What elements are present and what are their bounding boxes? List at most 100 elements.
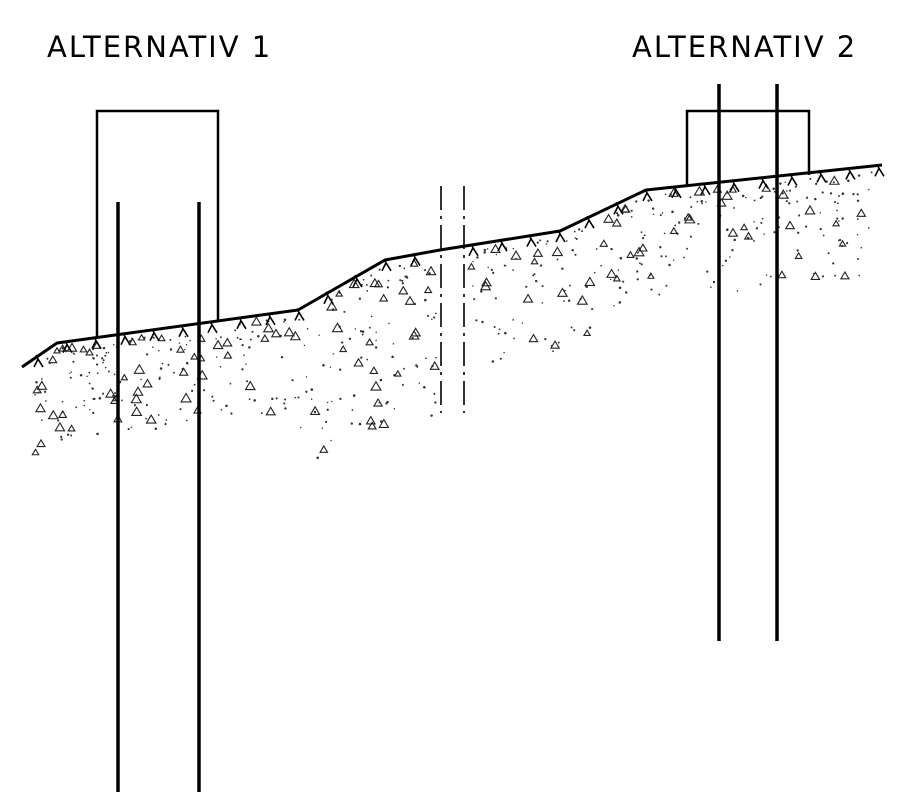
soil-stone-mark bbox=[633, 246, 645, 257]
soil-dot-mark bbox=[69, 372, 71, 375]
soil-stone-mark bbox=[36, 380, 48, 390]
soil-dot-mark bbox=[664, 193, 667, 196]
soil-stone-mark bbox=[157, 334, 166, 342]
soil-dot-mark bbox=[661, 212, 664, 214]
soil-dot-mark bbox=[332, 353, 335, 355]
soil-stone-mark bbox=[479, 280, 492, 291]
soil-dot-mark bbox=[215, 337, 217, 340]
soil-dot-mark bbox=[495, 253, 498, 256]
soil-dot-mark bbox=[181, 368, 184, 370]
soil-dot-mark bbox=[401, 282, 404, 285]
soil-dot-mark bbox=[411, 336, 414, 340]
soil-dot-mark bbox=[225, 404, 228, 408]
soil-stone-mark bbox=[369, 277, 381, 288]
soil-dot-mark bbox=[102, 346, 106, 350]
soil-dot-mark bbox=[428, 272, 431, 275]
soil-dot-mark bbox=[617, 269, 620, 271]
soil-stone-mark bbox=[180, 392, 192, 403]
soil-dot-mark bbox=[512, 247, 515, 250]
soil-dot-mark bbox=[431, 318, 433, 320]
soil-dot-mark bbox=[184, 335, 187, 338]
soil-stone-mark bbox=[335, 289, 344, 297]
soil-dot-mark bbox=[674, 224, 677, 227]
soil-stone-mark bbox=[727, 227, 739, 237]
soil-dot-mark bbox=[630, 216, 633, 218]
soil-dot-mark bbox=[352, 394, 356, 397]
soil-dot-mark bbox=[741, 194, 745, 198]
soil-dot-mark bbox=[72, 360, 75, 363]
soil-dot-mark bbox=[574, 253, 577, 256]
soil-dot-mark bbox=[392, 343, 395, 345]
soil-dot-mark bbox=[358, 422, 362, 426]
soil-dot-mark bbox=[658, 293, 661, 296]
soil-dot-mark bbox=[491, 360, 495, 363]
soil-dot-mark bbox=[434, 401, 437, 404]
soil-dot-mark bbox=[215, 356, 218, 358]
soil-dot-mark bbox=[303, 344, 306, 347]
soil-dot-mark bbox=[779, 182, 782, 185]
soil-dot-mark bbox=[504, 264, 507, 267]
soil-dot-mark bbox=[705, 201, 707, 203]
soil-dot-mark bbox=[114, 392, 117, 394]
soil-dot-mark bbox=[359, 330, 363, 333]
soil-dot-mark bbox=[306, 327, 309, 330]
soil-dot-mark bbox=[837, 239, 840, 242]
soil-dot-mark bbox=[806, 196, 809, 199]
soil-stone-mark bbox=[619, 203, 631, 213]
soil-dot-mark bbox=[279, 334, 282, 338]
soil-dot-mark bbox=[305, 390, 308, 393]
soil-stone-mark bbox=[132, 386, 144, 396]
soil-dot-mark bbox=[178, 342, 181, 344]
soil-dot-mark bbox=[375, 339, 377, 342]
soil-stone-mark bbox=[611, 218, 622, 227]
soil-dot-mark bbox=[659, 214, 662, 217]
soil-dot-mark bbox=[193, 383, 196, 386]
soil-dot-mark bbox=[545, 243, 548, 245]
soil-dot-mark bbox=[98, 397, 102, 400]
soil-stone-mark bbox=[365, 415, 377, 425]
soil-dot-mark bbox=[326, 401, 329, 404]
soil-dot-mark bbox=[378, 268, 381, 271]
soil-stone-mark bbox=[85, 347, 94, 356]
soil-dot-mark bbox=[652, 213, 655, 216]
soil-dot-mark bbox=[325, 420, 328, 423]
soil-dot-mark bbox=[476, 256, 479, 259]
soil-stone-mark bbox=[34, 402, 46, 413]
soil-dot-mark bbox=[745, 196, 747, 199]
soil-stone-mark bbox=[549, 340, 561, 349]
soil-dot-mark bbox=[473, 298, 476, 301]
soil-dot-mark bbox=[821, 275, 825, 278]
soil-stone-mark bbox=[856, 208, 867, 217]
soil-dot-mark bbox=[836, 209, 838, 212]
soil-dot-mark bbox=[370, 315, 373, 318]
soil-dot-mark bbox=[759, 283, 762, 286]
soil-stone-mark bbox=[832, 219, 841, 227]
soil-dot-mark bbox=[819, 227, 822, 231]
soil-dot-mark bbox=[690, 205, 693, 209]
soil-dot-mark bbox=[789, 189, 792, 192]
soil-dot-mark bbox=[423, 386, 426, 389]
soil-dot-mark bbox=[821, 191, 824, 194]
soil-dot-mark bbox=[75, 406, 78, 409]
soil-dot-mark bbox=[343, 310, 346, 313]
soil-dot-mark bbox=[374, 346, 378, 349]
soil-dot-mark bbox=[647, 199, 650, 202]
soil-dot-mark bbox=[386, 286, 390, 289]
soil-dot-mark bbox=[534, 279, 538, 283]
soil-dot-mark bbox=[701, 202, 703, 205]
soil-dot-mark bbox=[121, 399, 123, 402]
soil-dot-mark bbox=[769, 275, 772, 278]
soil-dot-mark bbox=[399, 279, 402, 282]
soil-dot-mark bbox=[62, 410, 65, 414]
soil-dot-mark bbox=[832, 262, 835, 265]
soil-dot-mark bbox=[321, 427, 324, 429]
soil-dot-mark bbox=[729, 256, 731, 258]
soil-stone-mark bbox=[289, 330, 302, 341]
soil-dot-mark bbox=[678, 221, 681, 224]
soil-dot-mark bbox=[475, 319, 478, 322]
soil-dot-mark bbox=[105, 352, 108, 354]
soil-dot-mark bbox=[857, 174, 861, 177]
soil-dot-mark bbox=[152, 346, 154, 348]
soil-dot-mark bbox=[406, 276, 409, 279]
soil-dot-mark bbox=[92, 411, 95, 415]
